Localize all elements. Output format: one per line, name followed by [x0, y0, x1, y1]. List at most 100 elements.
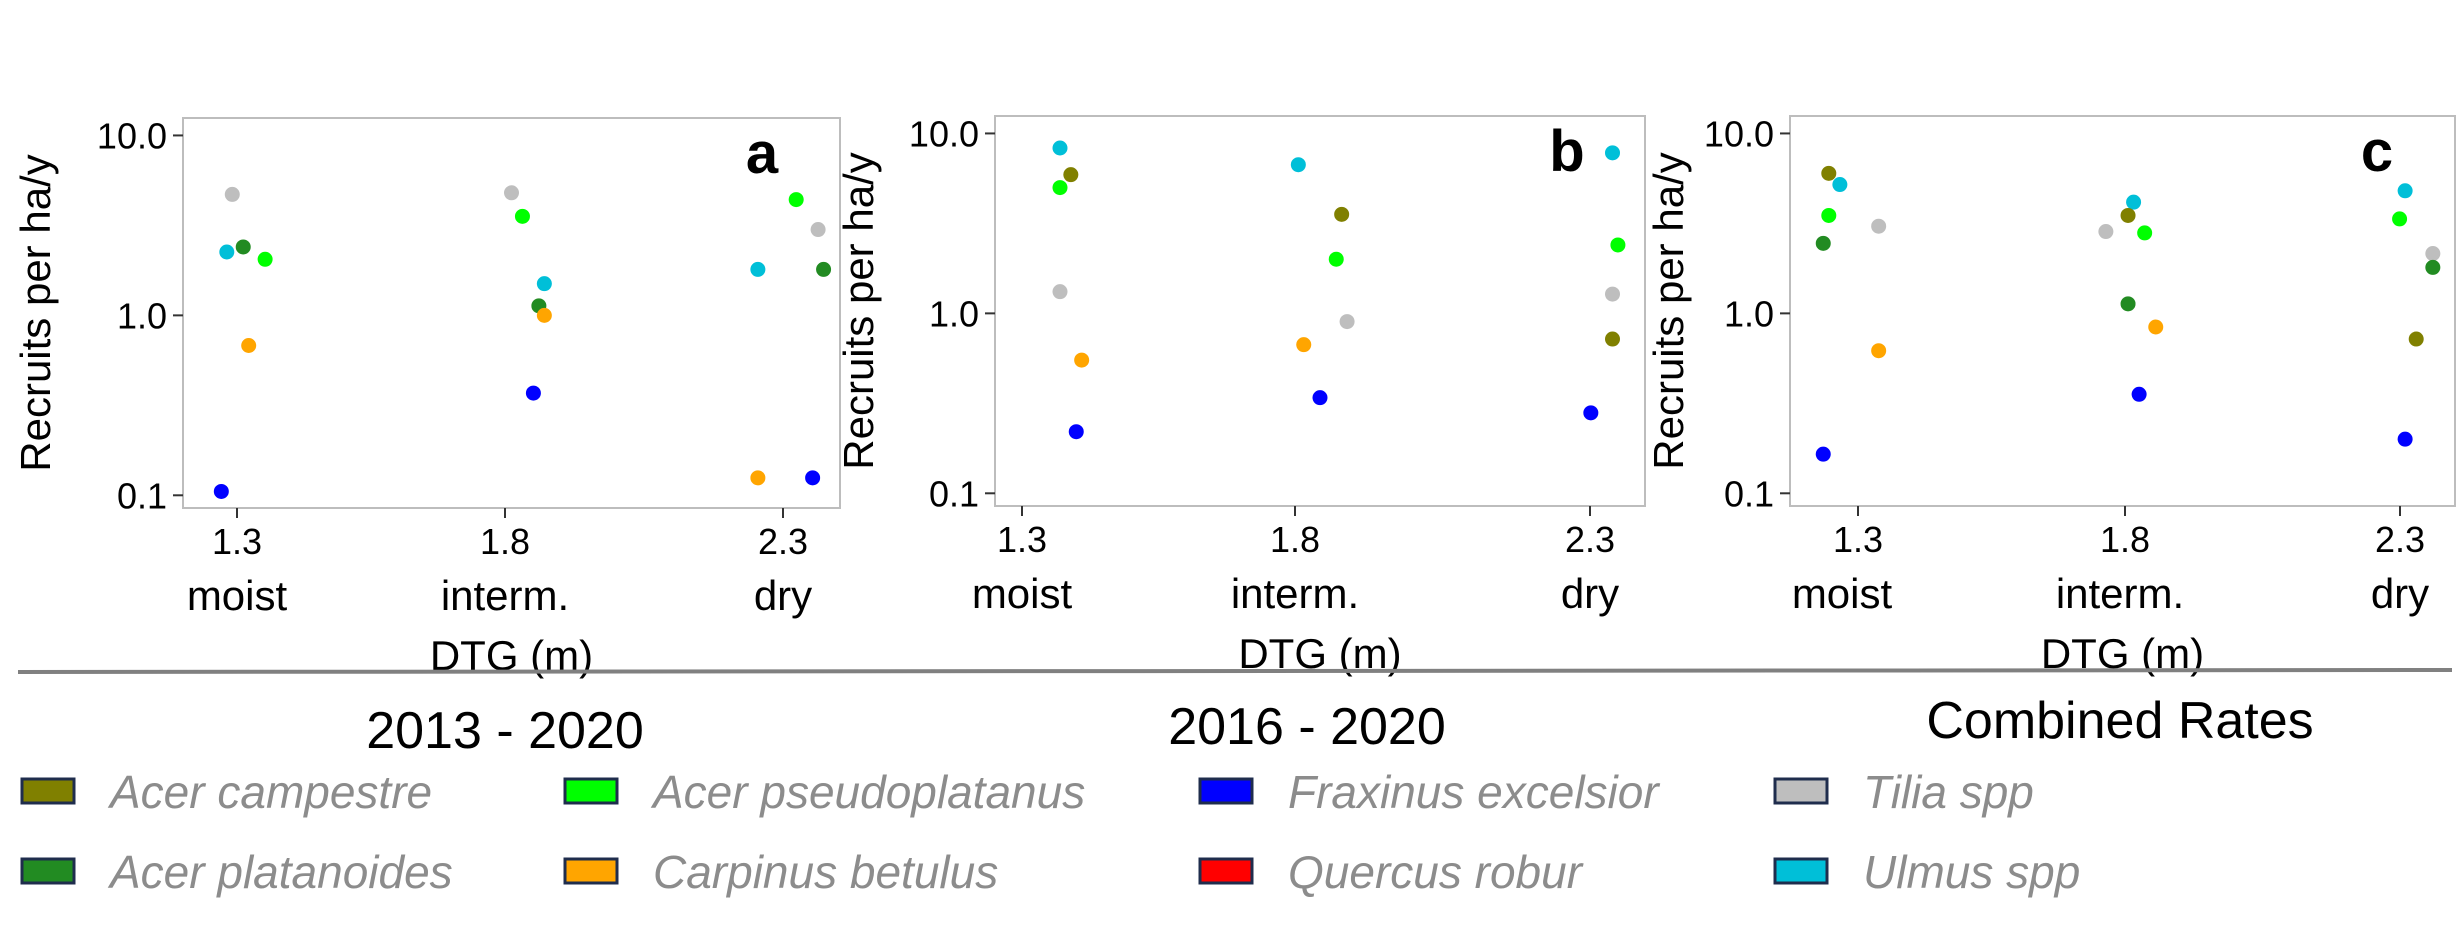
data-point-acer-campestre [1063, 167, 1079, 183]
x-tick-label: 1.8 [1270, 519, 1320, 560]
data-point-acer-pseudoplatanus [1610, 237, 1626, 253]
data-point-acer-platanoides [235, 239, 251, 255]
data-point-tilia-spp [1339, 314, 1355, 330]
legend-label: Acer platanoides [107, 846, 453, 898]
legend-swatch [20, 777, 76, 805]
data-point-carpinus-betulus [1296, 337, 1312, 353]
legend-label: Carpinus betulus [653, 846, 998, 898]
legend-swatch [563, 857, 619, 885]
data-point-fraxinus-excelsior [2397, 431, 2413, 447]
data-point-acer-pseudoplatanus [788, 192, 804, 208]
data-point-fraxinus-excelsior [1815, 446, 1831, 462]
x-tick-label: 2.3 [758, 521, 808, 562]
x-category-label: interm. [2056, 570, 2184, 617]
legend-label: Acer pseudoplatanus [650, 766, 1085, 818]
data-point-tilia-spp [224, 186, 240, 202]
legend-swatch [20, 857, 76, 885]
legend-item: Fraxinus excelsior [1198, 766, 1660, 818]
data-point-tilia-spp [2425, 246, 2441, 262]
x-tick-label: 1.8 [2100, 519, 2150, 560]
data-point-acer-campestre [1821, 165, 1837, 181]
period-title: 2013 - 2020 [366, 702, 644, 760]
data-point-tilia-spp [504, 185, 519, 201]
x-tick-label: 2.3 [2375, 519, 2425, 560]
data-point-acer-campestre [2408, 331, 2424, 347]
data-point-tilia-spp [1871, 218, 1887, 234]
data-point-acer-platanoides [816, 261, 832, 277]
data-point-acer-pseudoplatanus [1052, 180, 1068, 196]
data-point-tilia-spp [1605, 286, 1620, 302]
x-category-label: interm. [441, 572, 569, 619]
legend-item: Acer platanoides [20, 846, 453, 898]
legend-swatch [563, 777, 619, 805]
plot-frame [182, 117, 841, 509]
y-axis-title: Recruits per ha/y [12, 154, 59, 471]
data-point-acer-pseudoplatanus [2392, 211, 2408, 227]
y-tick-label: 1.0 [117, 295, 167, 336]
legend-swatch [1198, 857, 1254, 885]
legend-item: Ulmus spp [1773, 846, 2080, 898]
legend-label: Fraxinus excelsior [1288, 766, 1660, 818]
x-tick-label: 1.8 [480, 521, 530, 562]
data-point-ulmus-spp [1290, 157, 1306, 173]
y-axis-title: Recruits per ha/y [1645, 152, 1692, 469]
legend-label: Ulmus spp [1863, 846, 2080, 898]
x-tick-label: 2.3 [1565, 519, 1615, 560]
data-point-carpinus-betulus [1074, 352, 1090, 368]
x-category-label: dry [754, 572, 812, 619]
data-point-acer-platanoides [2425, 259, 2441, 275]
legend-item: Acer pseudoplatanus [563, 766, 1085, 818]
data-point-acer-campestre [2120, 207, 2136, 223]
data-point-ulmus-spp [1052, 140, 1068, 156]
data-point-acer-pseudoplatanus [1821, 207, 1837, 223]
data-point-fraxinus-excelsior [213, 483, 229, 499]
data-point-acer-platanoides [2120, 296, 2136, 312]
data-point-fraxinus-excelsior [1312, 390, 1328, 406]
y-tick-label: 0.1 [117, 475, 167, 516]
data-point-fraxinus-excelsior [1583, 405, 1599, 421]
legend-swatch [1773, 857, 1829, 885]
legend-label: Acer campestre [107, 766, 432, 818]
data-point-tilia-spp [2098, 224, 2114, 240]
data-point-carpinus-betulus [750, 470, 766, 486]
legend-item: Quercus robur [1198, 846, 1584, 898]
data-point-acer-pseudoplatanus [257, 251, 273, 267]
data-point-acer-campestre [1605, 331, 1620, 347]
x-category-label: dry [1561, 570, 1619, 617]
divider-line [17, 668, 2453, 674]
legend-item: Acer campestre [20, 766, 432, 818]
data-point-tilia-spp [1052, 284, 1068, 300]
data-point-ulmus-spp [219, 244, 235, 260]
data-point-fraxinus-excelsior [2131, 386, 2147, 402]
panel-letter: a [746, 121, 779, 186]
plot-frame [1789, 115, 2456, 507]
period-title: 2016 - 2020 [1168, 698, 1446, 756]
y-tick-label: 10.0 [97, 115, 167, 156]
y-tick-label: 0.1 [929, 473, 979, 514]
y-axis-title: Recruits per ha/y [835, 152, 882, 469]
x-category-label: interm. [1231, 570, 1359, 617]
data-point-acer-pseudoplatanus [2137, 225, 2153, 241]
data-point-acer-campestre [1334, 206, 1350, 222]
legend-label: Quercus robur [1288, 846, 1584, 898]
panel-letter: b [1549, 119, 1584, 184]
data-point-carpinus-betulus [2148, 319, 2164, 335]
x-category-label: moist [187, 572, 288, 619]
data-point-carpinus-betulus [536, 307, 552, 323]
x-tick-label: 1.3 [1833, 519, 1883, 560]
data-point-ulmus-spp [2397, 183, 2413, 199]
data-point-ulmus-spp [1832, 177, 1848, 193]
x-tick-label: 1.3 [212, 521, 262, 562]
panel-letter: c [2361, 119, 2393, 184]
data-point-fraxinus-excelsior [1068, 424, 1084, 440]
data-point-tilia-spp [810, 222, 826, 238]
y-tick-label: 0.1 [1724, 473, 1774, 514]
data-point-carpinus-betulus [241, 338, 257, 354]
legend-item: Carpinus betulus [563, 846, 998, 898]
data-point-carpinus-betulus [1871, 343, 1887, 359]
data-point-ulmus-spp [750, 261, 766, 277]
y-tick-label: 10.0 [1704, 113, 1774, 154]
